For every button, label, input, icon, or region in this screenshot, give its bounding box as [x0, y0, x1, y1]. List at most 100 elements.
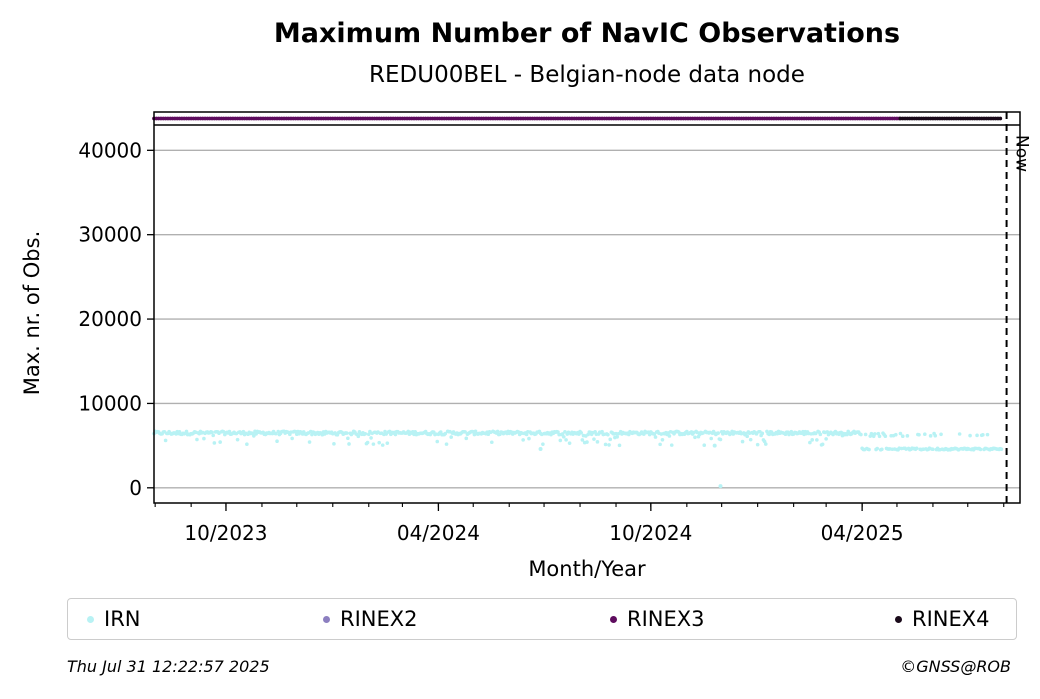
irn-point: [541, 442, 545, 446]
irn-point: [347, 442, 351, 446]
irn-point: [356, 434, 361, 439]
irn-point: [444, 442, 449, 446]
irn-point: [212, 441, 217, 445]
irn-point: [957, 432, 962, 436]
legend-label: IRN: [104, 607, 141, 631]
irn-point: [867, 447, 871, 452]
irn-point: [252, 434, 256, 438]
irn-point: [564, 438, 568, 442]
chart-subtitle: REDU00BEL - Belgian-node data node: [369, 62, 805, 88]
legend-marker-rinex3: [610, 615, 617, 623]
legend-label: RINEX3: [627, 607, 705, 631]
irn-point: [755, 442, 760, 447]
irn-point: [290, 436, 294, 441]
irn-point: [914, 446, 919, 451]
plot-frame: [153, 111, 1021, 504]
irn-point: [245, 442, 249, 446]
irn-outlier-point: [718, 484, 723, 489]
format-strip: [152, 116, 1003, 121]
irn-point: [859, 432, 863, 437]
irn-point: [693, 435, 697, 440]
irn-point: [900, 434, 905, 439]
irn-point: [210, 430, 214, 435]
irn-point: [877, 434, 882, 439]
irn-point: [616, 431, 621, 436]
irn-point: [820, 442, 825, 447]
irn-point: [660, 438, 665, 442]
irn-point: [893, 432, 898, 437]
irn-point: [653, 435, 658, 439]
irn-point: [558, 438, 563, 443]
x-tick-label: 10/2023: [184, 521, 267, 545]
irn-point: [981, 433, 985, 437]
irn-point: [607, 443, 611, 447]
x-tick-label: 04/2025: [821, 521, 904, 545]
irn-point: [211, 433, 216, 438]
irn-point: [579, 430, 583, 435]
irn-point: [669, 443, 674, 447]
irn-point: [580, 438, 585, 442]
irn-point: [235, 437, 240, 442]
irn-point: [883, 434, 888, 439]
irn-point: [718, 437, 723, 442]
irn-point: [740, 439, 745, 444]
irn-point: [608, 437, 613, 442]
irn-point: [195, 437, 199, 442]
irn-point: [369, 436, 373, 440]
irn-point: [592, 437, 596, 441]
irn-point: [366, 432, 371, 437]
irn-point: [371, 442, 376, 446]
legend-label: RINEX4: [912, 607, 990, 631]
irn-point: [521, 438, 525, 442]
irn-point: [393, 432, 398, 437]
irn-point: [763, 442, 768, 446]
irn-point: [658, 442, 662, 447]
legend-item-rinex3: RINEX3: [610, 599, 705, 639]
irn-point: [923, 432, 927, 437]
irn-outlier-point: [538, 447, 543, 451]
irn-point: [332, 442, 336, 446]
irn-point: [818, 432, 823, 437]
irn-point: [745, 434, 749, 439]
irn-point: [527, 436, 531, 441]
irn-point: [585, 440, 589, 444]
irn-point: [563, 430, 567, 434]
irn-point: [184, 429, 189, 434]
irn-point: [218, 440, 222, 444]
irn-point: [810, 438, 815, 442]
legend-marker-rinex4: [895, 615, 902, 623]
x-tick-label: 10/2024: [609, 521, 692, 545]
irn-point: [975, 433, 979, 438]
irn-point: [933, 433, 938, 438]
legend-item-rinex2: RINEX2: [323, 599, 418, 639]
irn-point: [873, 432, 877, 436]
irn-point: [464, 436, 469, 441]
irn-point: [385, 441, 390, 445]
irn-point: [702, 443, 707, 448]
now-marker-label: Now: [1012, 135, 1032, 172]
grid-lines: [154, 149, 1020, 489]
y-axis: 0 10000 20000 30000 40000: [78, 138, 154, 500]
irn-point: [595, 440, 600, 444]
irn-point: [449, 435, 453, 439]
irn-point: [898, 431, 903, 436]
irn-point: [880, 447, 884, 452]
y-tick-label: 0: [129, 476, 142, 500]
x-tick-label: 04/2024: [397, 521, 480, 545]
irn-point: [380, 443, 385, 447]
irn-point: [275, 439, 279, 444]
legend: IRN RINEX2 RINEX3 RINEX4: [67, 598, 1017, 640]
legend-marker-rinex2: [323, 615, 330, 623]
irn-point: [875, 446, 880, 451]
irn-point: [985, 432, 990, 437]
y-tick-label: 30000: [78, 223, 142, 247]
irn-point: [905, 434, 910, 438]
irn-point: [716, 431, 720, 435]
x-axis: 10/2023 04/2024 10/2024 04/2025: [154, 503, 1005, 545]
irn-point: [978, 447, 983, 452]
irn-point: [667, 434, 672, 438]
irn-point: [824, 437, 828, 441]
irn-point: [808, 440, 812, 445]
irn-point: [365, 440, 370, 445]
